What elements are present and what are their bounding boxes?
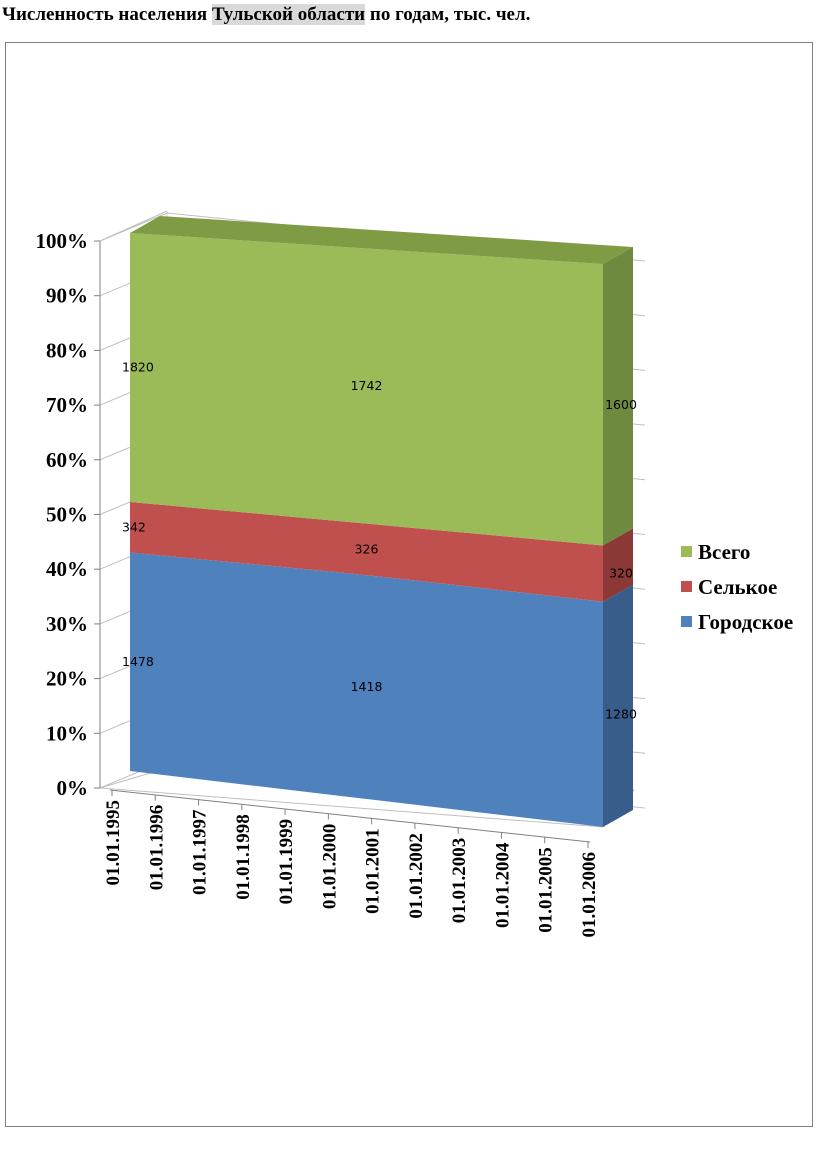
data-label-1-1: 326 [355, 541, 379, 556]
data-label-2-1: 1742 [351, 378, 383, 393]
chart-axes [94, 240, 591, 848]
x-tick-label-2: 01.01.1997 [190, 809, 211, 895]
x-tick-label-11: 01.01.2006 [579, 852, 600, 938]
data-label-1-2: 320 [609, 566, 633, 581]
y-tick-label-1: 10% [46, 721, 88, 745]
legend-label-0: Всего [698, 540, 750, 564]
legend-label-1: Селькое [698, 575, 777, 599]
y-tick-label-8: 80% [46, 338, 88, 362]
x-tick-label-5: 01.01.2000 [319, 824, 340, 910]
x-tick-label-7: 01.01.2002 [406, 833, 427, 919]
y-tick-label-10: 100% [36, 229, 89, 253]
chart-area [5, 42, 813, 1127]
x-tick-label-4: 01.01.1999 [276, 819, 297, 905]
series-2-top [130, 216, 633, 264]
x-tick-label-10: 01.01.2005 [536, 847, 557, 933]
data-label-2-0: 1820 [122, 360, 154, 375]
chart-floor [99, 767, 636, 828]
series-2-side [603, 247, 633, 546]
chart-series [130, 216, 633, 827]
y-tick-label-5: 50% [46, 503, 88, 527]
data-label-0-0: 1478 [122, 654, 154, 669]
y-axis-ticks: 0% 10% 20% 30% 40% 50% 60% 70% 80% 90% 100% [36, 229, 89, 800]
x-tick-label-3: 01.01.1998 [233, 814, 254, 900]
data-label-2-2: 1600 [605, 397, 637, 412]
series-0-side [603, 584, 633, 827]
series-2-front [130, 233, 603, 546]
x-tick-label-8: 01.01.2003 [449, 838, 470, 924]
y-tick-label-4: 40% [46, 557, 88, 581]
x-tick-label-0: 01.01.1995 [103, 800, 124, 886]
y-tick-label-7: 70% [46, 393, 88, 417]
page-heading: Численность населения Тульской области п… [2, 4, 530, 26]
series-1-front [130, 502, 603, 602]
y-tick-label-3: 30% [46, 612, 88, 636]
x-axis-line [109, 789, 591, 843]
x-tick-label-9: 01.01.2004 [493, 842, 514, 928]
legend-swatch-2 [681, 616, 692, 627]
y-tick-label-9: 90% [46, 284, 88, 308]
x-tick-label-6: 01.01.2001 [363, 828, 384, 914]
y-tick-label-0: 0% [57, 776, 89, 800]
data-label-1-0: 342 [122, 519, 146, 534]
heading-highlight: Тульской области [211, 4, 366, 25]
legend-swatch-1 [681, 581, 692, 592]
series-1-side [603, 528, 633, 602]
y-tick-label-6: 60% [46, 448, 88, 472]
legend-label-2: Городское [698, 610, 793, 634]
chart-legend: Всего Селькое Городское [681, 540, 793, 634]
data-label-0-1: 1418 [351, 679, 383, 694]
x-axis-ticks: 01.01.1995 01.01.1996 01.01.1997 01.01.1998… [103, 800, 600, 938]
series-0-front [130, 552, 603, 827]
y-tick-label-2: 20% [46, 667, 88, 691]
heading-after: по годам, тыс. чел. [365, 4, 531, 25]
chart-data-labels: 1478 1418 1280 342 326 320 1820 1742 1600 [122, 360, 637, 722]
x-tick-label-1: 01.01.1996 [146, 805, 167, 891]
heading-before: Численность населения [2, 4, 212, 25]
legend-swatch-0 [681, 546, 692, 557]
data-label-0-2: 1280 [605, 706, 637, 721]
